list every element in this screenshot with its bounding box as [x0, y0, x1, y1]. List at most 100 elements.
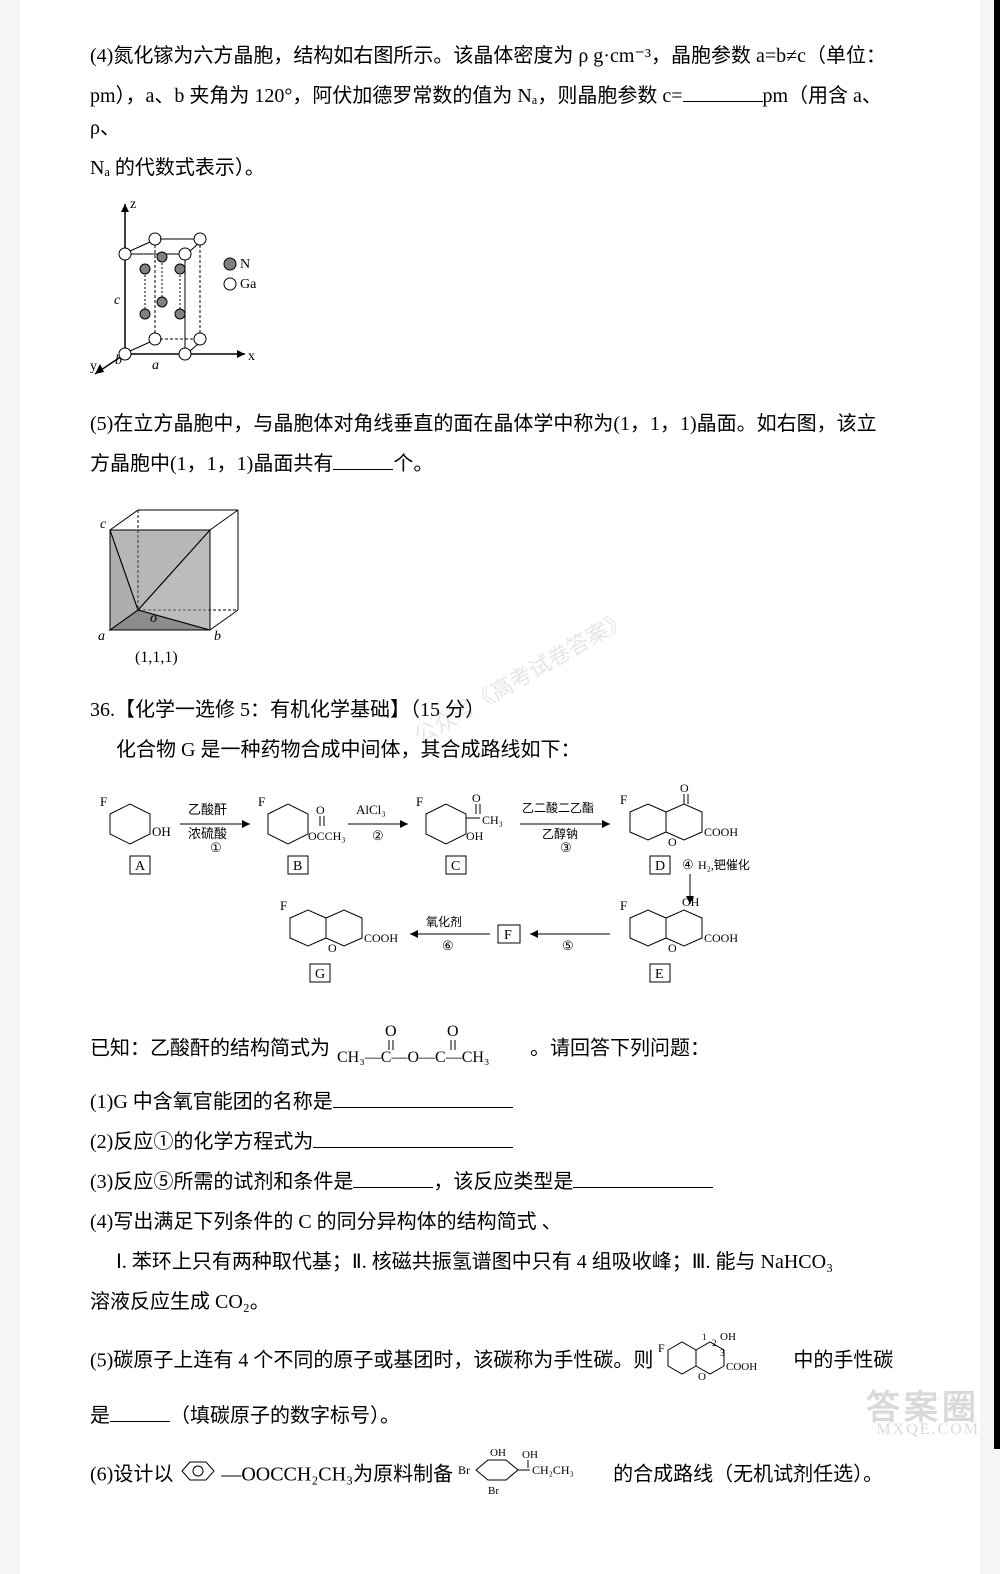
- svg-text:x: x: [248, 349, 255, 364]
- svg-text:F: F: [100, 794, 107, 809]
- svg-text:(1,1,1): (1,1,1): [135, 649, 178, 666]
- q36-intro: 化合物 G 是一种药物合成中间体，其合成路线如下：: [90, 734, 910, 766]
- q36-sub3a-text: (3)反应⑤所需的试剂和条件是: [90, 1171, 353, 1193]
- q5-line1: (5)在立方晶胞中，与晶胞体对角线垂直的面在晶体学中称为(1，1，1)晶面。如右…: [90, 408, 910, 440]
- q36-sub5-blank: [110, 1402, 170, 1422]
- sub6-target-structure: Br Br OH OH CH₂CH₃: [458, 1446, 608, 1506]
- svg-text:O: O: [385, 1023, 397, 1040]
- q36-header: 36.【化学一选修 5：有机化学基础】（15 分）: [90, 694, 910, 726]
- q36-sub6-mid-text: —OOCCH₂CH₃为原料制备: [221, 1464, 453, 1486]
- svg-text:AlCl₃: AlCl₃: [356, 802, 386, 817]
- svg-text:z: z: [130, 197, 136, 212]
- q36-reaction-scheme: F OH A 乙酸酐 浓硫酸 ① F OCCH₃ O B: [90, 774, 910, 1004]
- acetic-anhydride-structure: CH₃—C—O—C—CH₃ O O: [335, 1022, 525, 1078]
- svg-text:⑤: ⑤: [562, 938, 574, 953]
- svg-text:③: ③: [560, 840, 572, 855]
- svg-text:1: 1: [702, 1332, 707, 1342]
- q4-line2-before: pm），a、b 夹角为 120°，阿伏加德罗常数的值为 Nₐ，则晶胞参数 c=: [90, 85, 683, 107]
- q36-sub5a-text: (5)碳原子上连有 4 个不同的原子或基团时，该碳称为手性碳。则: [90, 1350, 653, 1372]
- svg-text:⑥: ⑥: [442, 938, 454, 953]
- q36-sub3: (3)反应⑤所需的试剂和条件是 ，该反应类型是: [90, 1166, 910, 1198]
- q4-line1: (4)氮化镓为六方晶胞，结构如右图所示。该晶体密度为 ρ g·cm⁻³，晶胞参数…: [90, 40, 910, 72]
- svg-text:O: O: [328, 941, 337, 955]
- svg-text:O: O: [668, 835, 677, 849]
- q36-sub3-blank2: [573, 1168, 713, 1188]
- svg-text:B: B: [293, 859, 302, 874]
- q36-sub6: (6)设计以 —OOCCH₂CH₃为原料制备 Br Br OH OH CH₂CH…: [90, 1446, 910, 1506]
- svg-text:O: O: [447, 1023, 459, 1040]
- svg-text:2: 2: [712, 1338, 717, 1348]
- svg-text:①: ①: [210, 840, 222, 855]
- q36-sub5c-text: 是: [90, 1405, 110, 1427]
- exam-page: (4)氮化镓为六方晶胞，结构如右图所示。该晶体密度为 ρ g·cm⁻³，晶胞参数…: [20, 0, 980, 1574]
- q36-sub1-text: (1)G 中含氧官能团的名称是: [90, 1091, 333, 1113]
- q36-sub5d-text: （填碳原子的数字标号）。: [170, 1405, 400, 1427]
- svg-text:CH₃—C—O—C—CH₃: CH₃—C—O—C—CH₃: [337, 1049, 490, 1066]
- svg-text:OH: OH: [522, 1449, 538, 1461]
- q36-sub4-cond1: Ⅰ. 苯环上只有两种取代基；Ⅱ. 核磁共振氢谱图中只有 4 组吸收峰；Ⅲ. 能与…: [90, 1246, 910, 1278]
- svg-text:F: F: [658, 1341, 665, 1355]
- q36-sub6b-text: 的合成路线（无机试剂任选）。: [613, 1464, 883, 1486]
- q4-crystal-diagram: z x y: [90, 194, 910, 394]
- svg-text:c: c: [100, 517, 107, 532]
- svg-text:G: G: [315, 967, 325, 982]
- svg-text:COOH: COOH: [726, 1361, 757, 1373]
- svg-text:A: A: [135, 859, 146, 874]
- svg-text:OCCH₃: OCCH₃: [308, 829, 346, 843]
- q5-blank: [333, 450, 393, 470]
- q36-sub5-line2: 是 （填碳原子的数字标号）。: [90, 1400, 910, 1432]
- q36-sub6a-text: (6)设计以: [90, 1464, 173, 1486]
- q36-sub2-blank: [313, 1128, 513, 1148]
- svg-text:F: F: [416, 794, 423, 809]
- svg-text:O: O: [698, 1371, 706, 1382]
- svg-text:Br: Br: [488, 1485, 499, 1496]
- svg-text:OH: OH: [466, 829, 484, 843]
- svg-text:乙酸酐: 乙酸酐: [188, 802, 227, 817]
- q36-sub1-blank: [333, 1088, 513, 1108]
- svg-text:D: D: [655, 859, 665, 874]
- q4-line2: pm），a、b 夹角为 120°，阿伏加德罗常数的值为 Nₐ，则晶胞参数 c=p…: [90, 80, 910, 144]
- svg-text:CH₂CH₃: CH₂CH₃: [532, 1463, 574, 1477]
- svg-text:浓硫酸: 浓硫酸: [188, 826, 227, 841]
- svg-text:O: O: [680, 781, 689, 795]
- svg-text:②: ②: [372, 828, 384, 843]
- svg-text:④: ④: [682, 857, 694, 872]
- q36-known-prefix: 已知：乙酸酐的结构简式为: [90, 1038, 330, 1060]
- svg-text:O: O: [668, 941, 677, 955]
- q36-sub2-text: (2)反应①的化学方程式为: [90, 1131, 313, 1153]
- q36-sub4-cond2: 溶液反应生成 CO₂。: [90, 1286, 910, 1318]
- q5-line2-after: 个。: [393, 453, 433, 475]
- svg-text:Br: Br: [458, 1463, 470, 1477]
- svg-text:CH₃: CH₃: [482, 813, 503, 827]
- svg-text:COOH: COOH: [704, 931, 738, 945]
- svg-text:y: y: [90, 359, 97, 374]
- svg-text:乙醇钠: 乙醇钠: [542, 826, 578, 841]
- svg-text:a: a: [98, 629, 105, 644]
- svg-text:3: 3: [720, 1348, 725, 1358]
- q36-known-suffix: 。请回答下列问题：: [530, 1038, 710, 1060]
- svg-text:O: O: [472, 791, 481, 805]
- q36-known: 已知：乙酸酐的结构简式为 CH₃—C—O—C—CH₃ O O 。请回答下列问题：: [90, 1022, 910, 1078]
- q5-line2: 方晶胞中(1，1，1)晶面共有 个。: [90, 448, 910, 480]
- q36-sub3b-text: ，该反应类型是: [433, 1171, 573, 1193]
- q36-sub1: (1)G 中含氧官能团的名称是: [90, 1086, 910, 1118]
- svg-text:a: a: [152, 358, 159, 373]
- svg-text:C: C: [451, 859, 460, 874]
- chiral-structure: F OH O COOH 1 2 3: [658, 1332, 788, 1392]
- q36-sub5: (5)碳原子上连有 4 个不同的原子或基团时，该碳称为手性碳。则 F OH O …: [90, 1332, 910, 1392]
- q5-cube-diagram: a b c o (1,1,1): [90, 490, 910, 680]
- svg-text:氧化剂: 氧化剂: [426, 914, 462, 929]
- q36-sub5b-text: 中的手性碳: [793, 1350, 893, 1372]
- svg-text:F: F: [258, 794, 265, 809]
- svg-text:O: O: [316, 803, 325, 817]
- q5-line2-before: 方晶胞中(1，1，1)晶面共有: [90, 453, 333, 475]
- svg-text:F: F: [280, 898, 287, 913]
- svg-text:COOH: COOH: [704, 825, 738, 839]
- svg-text:N: N: [240, 257, 250, 272]
- q4-blank-c: [683, 82, 763, 102]
- q36-sub2: (2)反应①的化学方程式为: [90, 1126, 910, 1158]
- svg-text:OH: OH: [720, 1332, 736, 1343]
- page-right-edge: [994, 0, 1000, 1449]
- sub6-start-structure: [178, 1456, 216, 1496]
- svg-text:F: F: [504, 928, 512, 943]
